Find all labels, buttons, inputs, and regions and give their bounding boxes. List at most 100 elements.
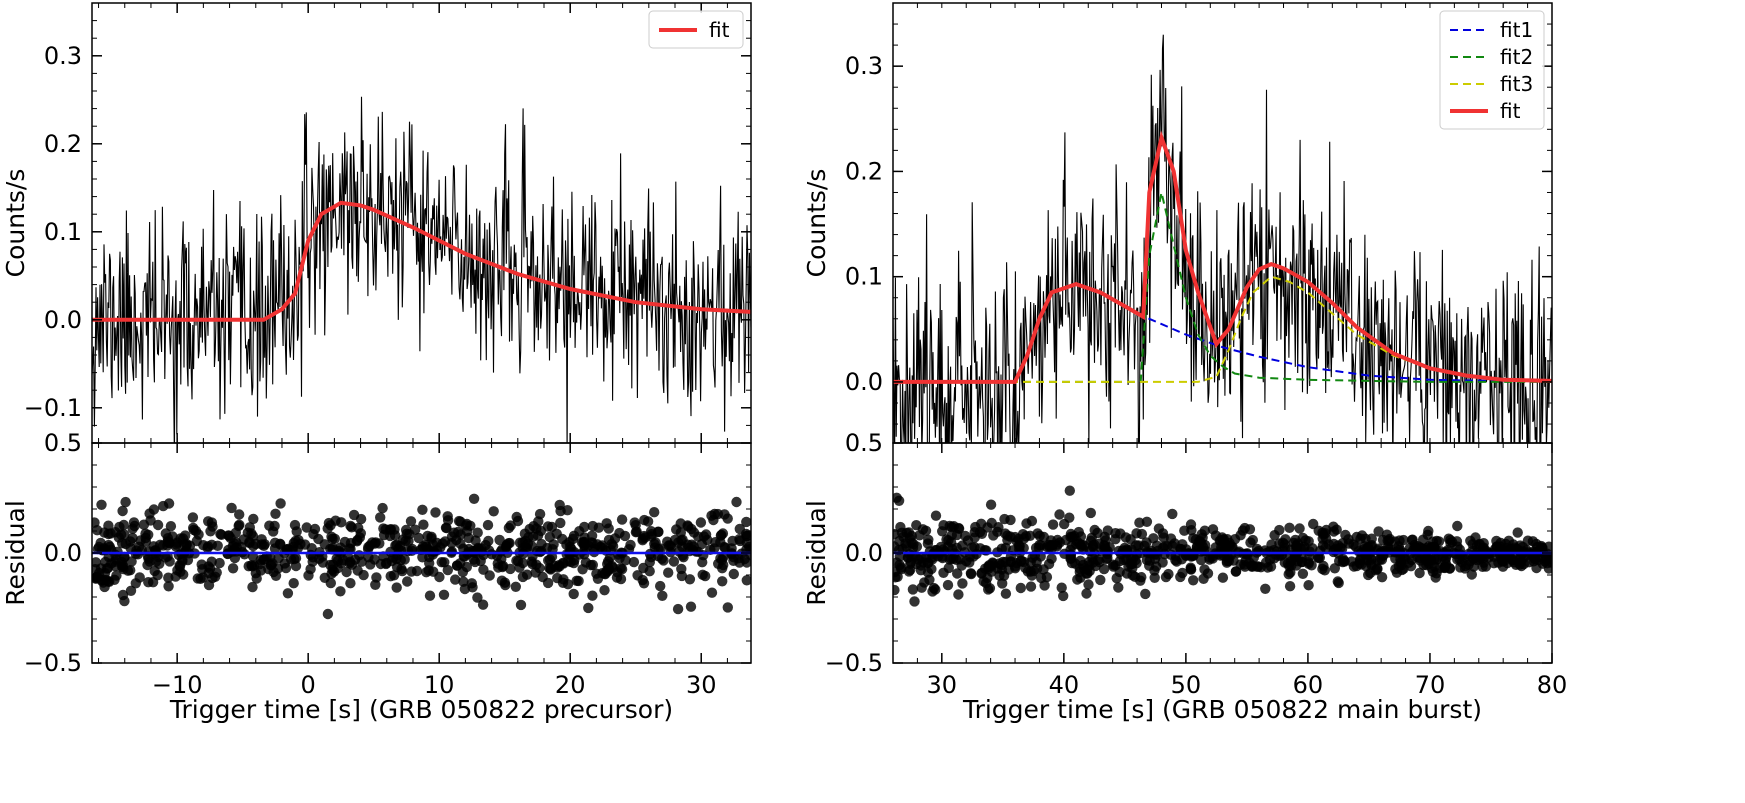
residual-point [1009, 531, 1021, 543]
residual-point [1032, 563, 1043, 574]
residual-point [930, 510, 942, 521]
residual-point [1113, 545, 1125, 557]
residual-point [122, 565, 134, 576]
residual-point [606, 538, 617, 550]
residual-point [410, 524, 421, 535]
residual-point [1115, 528, 1126, 539]
residual-point [1094, 538, 1105, 549]
residual-point [326, 531, 337, 542]
residual-point [1426, 563, 1438, 574]
y-axis-label: Counts/s [802, 169, 831, 278]
residual-point [926, 563, 937, 575]
residual-point [346, 522, 357, 533]
residual-point [1294, 523, 1305, 534]
residual-point [1508, 539, 1519, 550]
residual-point [375, 512, 386, 523]
residual-point [467, 582, 478, 593]
residual-point [1217, 572, 1229, 583]
residual-point [632, 570, 643, 581]
residual-point [362, 543, 374, 555]
residual-point [1010, 561, 1021, 572]
residual-point [587, 537, 598, 549]
x-tick-label: 10 [424, 671, 455, 699]
residual-point [341, 566, 352, 578]
residual-point [655, 580, 666, 592]
residual-point [1351, 531, 1362, 543]
residual-point [649, 507, 660, 518]
residual-point [568, 588, 579, 600]
residual-point [234, 509, 245, 520]
residual-point [676, 535, 687, 546]
residual-point [391, 582, 402, 593]
residual-point [450, 574, 461, 585]
residual-point [585, 560, 596, 571]
residual-point [1307, 543, 1318, 554]
residual-point [712, 508, 724, 520]
residual-point [345, 578, 356, 589]
residual-point [1081, 588, 1092, 599]
residual-point [405, 516, 417, 527]
residual-point [117, 589, 129, 601]
residual-point [534, 508, 546, 520]
residual-point [1283, 569, 1294, 580]
residual-point [120, 496, 131, 508]
residual-point [1044, 542, 1055, 553]
residual-point [555, 517, 566, 529]
series-residual [893, 485, 1552, 607]
residual-point [1025, 581, 1037, 592]
y-tick-label: 0.1 [44, 218, 82, 246]
residual-point [1056, 582, 1067, 593]
residual-point [1093, 554, 1104, 566]
residual-point [1265, 561, 1277, 572]
residual-point [1456, 557, 1468, 568]
residual-point [1230, 566, 1242, 577]
residual-point [1160, 571, 1172, 583]
residual-point [893, 492, 902, 503]
residual-point [658, 555, 669, 566]
residual-point [511, 511, 522, 523]
residual-point [138, 519, 150, 530]
residual-point [226, 502, 237, 514]
residual-point [1451, 536, 1463, 547]
residual-point [117, 505, 128, 517]
residual-point [511, 555, 522, 566]
residual-point [397, 565, 408, 577]
residual-point [1113, 582, 1124, 593]
residual-point [1165, 549, 1177, 560]
residual-point [649, 542, 660, 553]
y-tick-label: 0.5 [845, 429, 883, 457]
residual-point [555, 505, 566, 517]
residual-point [369, 554, 380, 565]
residual-point [458, 543, 469, 554]
series-data [893, 34, 1552, 443]
residual-point [458, 576, 469, 587]
residual-point [517, 571, 529, 583]
residual-point [896, 527, 908, 538]
residual-point [275, 498, 286, 509]
y-tick-label: 0.2 [845, 157, 883, 185]
residual-point [303, 570, 314, 581]
residual-point [229, 552, 241, 564]
residual-point [1365, 567, 1376, 579]
residual-point [438, 589, 450, 600]
x-tick-label: 0 [301, 671, 316, 699]
residual-point [307, 556, 318, 567]
residual-point [579, 532, 590, 543]
residual-point [388, 552, 399, 563]
residual-point [909, 596, 920, 607]
residual-point [644, 566, 655, 577]
residual-point [554, 561, 565, 572]
residual-point [119, 551, 130, 563]
residual-point [482, 519, 494, 531]
residual-point [966, 568, 977, 580]
residual-point [1373, 543, 1384, 554]
residual-point [163, 572, 174, 583]
residual-point [348, 509, 360, 521]
residual-point [920, 525, 932, 536]
residual-point [477, 599, 489, 610]
residual-point [424, 558, 435, 569]
residual-point [319, 572, 330, 583]
residual-point [672, 603, 684, 615]
residual-point [470, 535, 481, 546]
residual-point [400, 524, 412, 536]
